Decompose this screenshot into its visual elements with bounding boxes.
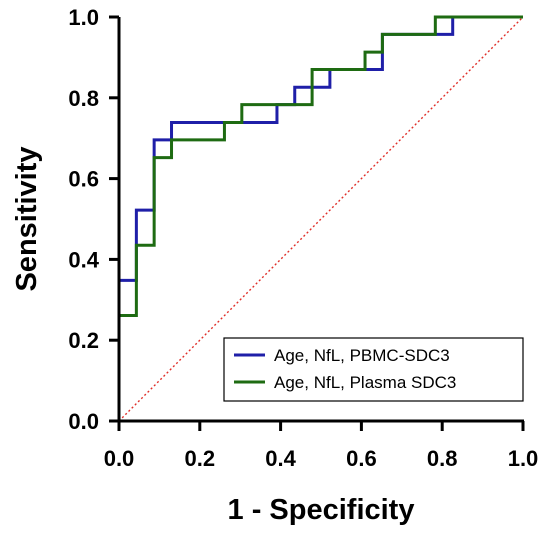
x-tick-label: 0.2: [185, 446, 216, 471]
axes-layer: [117, 17, 524, 423]
series-layer: [117, 15, 523, 421]
y-tick-label: 0.8: [68, 86, 99, 111]
y-axis-title: Sensitivity: [11, 146, 43, 291]
ticks-layer: 0.0 0.2 0.4 0.6 0.8 1.0 0.0 0.2 0.4 0.6 0.8 1.0: [68, 5, 538, 471]
legend: Age, NfL, PBMC-SDC3 Age, NfL, Plasma SDC…: [223, 337, 524, 402]
reference-diagonal-line: [118, 16, 524, 422]
x-axis-title: 1 - Specificity: [228, 494, 415, 526]
y-tick-label: 0.4: [68, 247, 99, 272]
legend-label-pbmc: Age, NfL, PBMC-SDC3: [274, 346, 450, 365]
reference-layer: [118, 16, 524, 422]
x-tick-label: 0.8: [427, 446, 458, 471]
legend-label-plasma: Age, NfL, Plasma SDC3: [274, 373, 456, 392]
x-tick-label: 1.0: [508, 446, 539, 471]
x-tick-label: 0.6: [346, 446, 377, 471]
y-tick-label: 0.2: [68, 328, 99, 353]
legend-box: [223, 337, 524, 402]
y-tick-label: 1.0: [68, 5, 99, 30]
x-tick-label: 0.0: [104, 446, 135, 471]
x-tick-label: 0.4: [265, 446, 296, 471]
roc-line-plasma-sdc3: [117, 15, 523, 421]
y-tick-label: 0.0: [68, 409, 99, 434]
y-tick-label: 0.6: [68, 167, 99, 192]
